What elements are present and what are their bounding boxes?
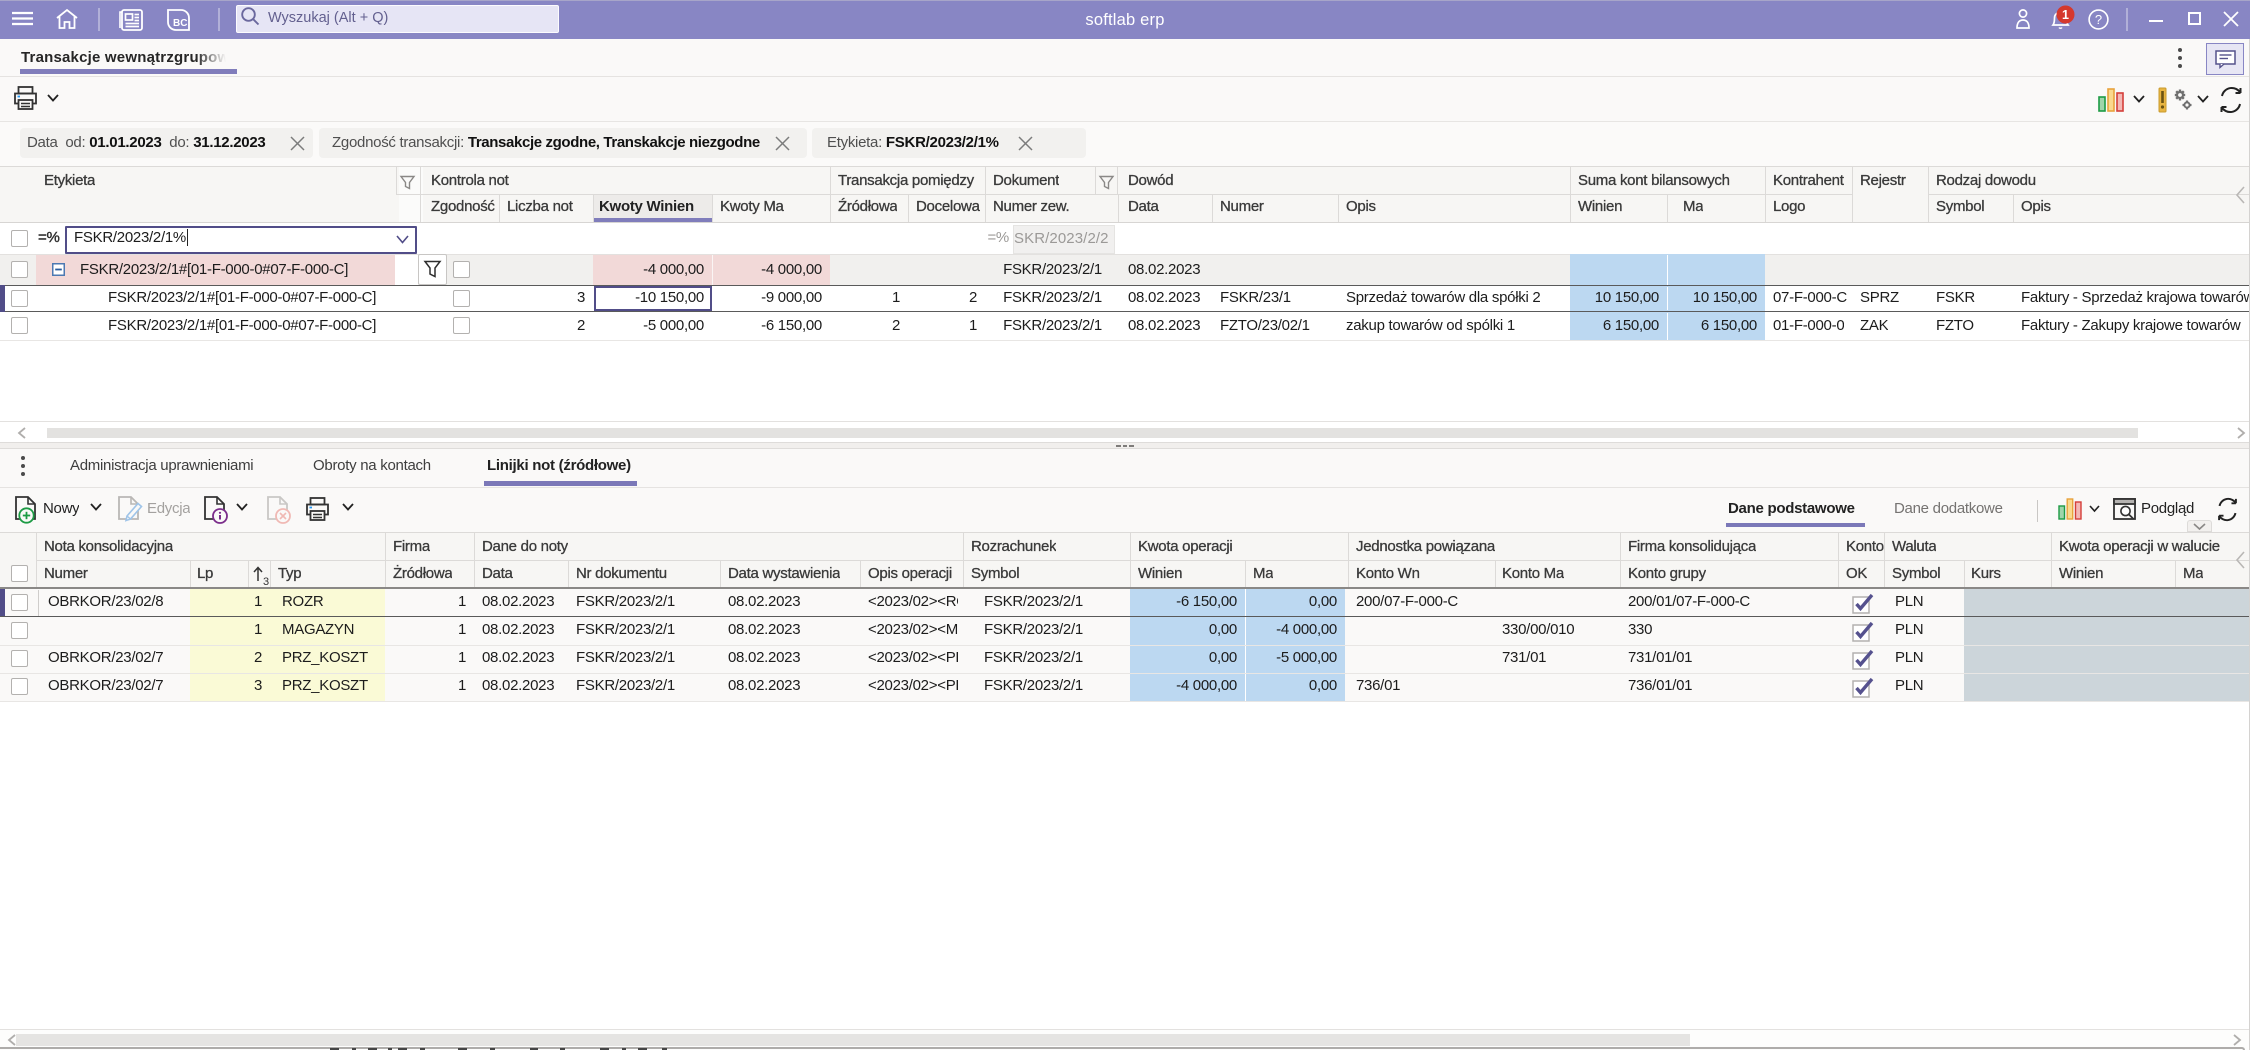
svg-text:1: 1 xyxy=(2062,8,2069,22)
svg-text:3: 3 xyxy=(263,576,269,588)
svg-text:BC: BC xyxy=(173,18,187,29)
svg-text:?: ? xyxy=(2095,12,2102,27)
